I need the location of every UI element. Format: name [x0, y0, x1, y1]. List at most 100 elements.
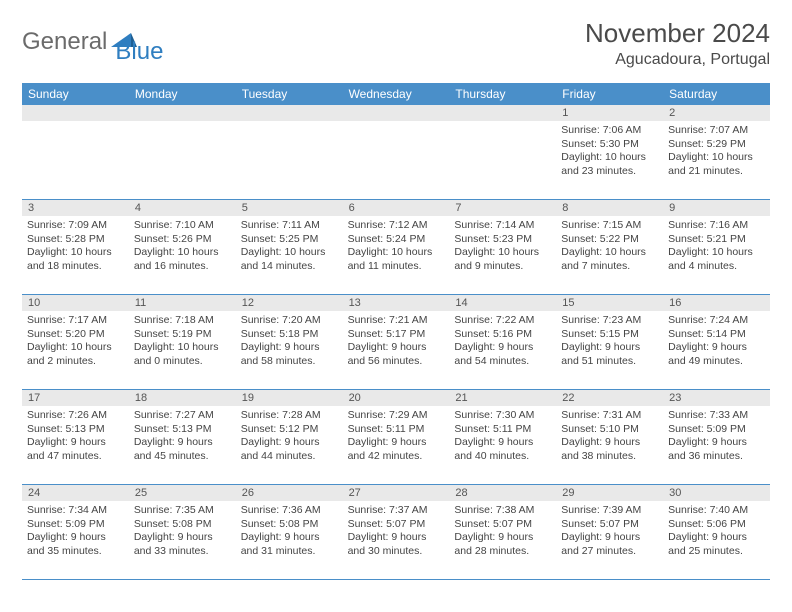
day-number: [129, 105, 236, 121]
week-row: Sunrise: 7:26 AMSunset: 5:13 PMDaylight:…: [22, 406, 770, 485]
sunrise-text: Sunrise: 7:39 AM: [561, 504, 658, 518]
day-number: 13: [343, 295, 450, 311]
logo-text-blue: Blue: [115, 38, 163, 66]
sunset-text: Sunset: 5:10 PM: [561, 423, 658, 437]
daylight-text: Daylight: 9 hours and 35 minutes.: [27, 531, 124, 558]
day-number: 17: [22, 390, 129, 406]
sunset-text: Sunset: 5:23 PM: [454, 233, 551, 247]
sunset-text: Sunset: 5:13 PM: [134, 423, 231, 437]
sunrise-text: Sunrise: 7:12 AM: [348, 219, 445, 233]
sunset-text: Sunset: 5:18 PM: [241, 328, 338, 342]
day-number: 30: [663, 485, 770, 501]
sunrise-text: Sunrise: 7:10 AM: [134, 219, 231, 233]
day-number: 27: [343, 485, 450, 501]
sunset-text: Sunset: 5:07 PM: [454, 518, 551, 532]
daylight-text: Daylight: 9 hours and 38 minutes.: [561, 436, 658, 463]
sunrise-text: Sunrise: 7:26 AM: [27, 409, 124, 423]
day-of-week-header: Saturday: [663, 83, 770, 105]
day-cell: Sunrise: 7:36 AMSunset: 5:08 PMDaylight:…: [236, 501, 343, 579]
day-number: 15: [556, 295, 663, 311]
daylight-text: Daylight: 10 hours and 7 minutes.: [561, 246, 658, 273]
day-number: 24: [22, 485, 129, 501]
week-row: Sunrise: 7:34 AMSunset: 5:09 PMDaylight:…: [22, 501, 770, 580]
logo-text-general: General: [22, 28, 107, 56]
day-cell: Sunrise: 7:21 AMSunset: 5:17 PMDaylight:…: [343, 311, 450, 389]
sunset-text: Sunset: 5:08 PM: [134, 518, 231, 532]
day-number: [22, 105, 129, 121]
weeks-container: 12Sunrise: 7:06 AMSunset: 5:30 PMDayligh…: [22, 105, 770, 580]
sunrise-text: Sunrise: 7:35 AM: [134, 504, 231, 518]
day-number: 28: [449, 485, 556, 501]
sunset-text: Sunset: 5:09 PM: [27, 518, 124, 532]
day-cell: Sunrise: 7:06 AMSunset: 5:30 PMDaylight:…: [556, 121, 663, 199]
day-cell: Sunrise: 7:26 AMSunset: 5:13 PMDaylight:…: [22, 406, 129, 484]
week-number-row: 17181920212223: [22, 390, 770, 406]
sunset-text: Sunset: 5:19 PM: [134, 328, 231, 342]
empty-cell: [129, 121, 236, 199]
day-cell: Sunrise: 7:09 AMSunset: 5:28 PMDaylight:…: [22, 216, 129, 294]
sunrise-text: Sunrise: 7:16 AM: [668, 219, 765, 233]
sunset-text: Sunset: 5:12 PM: [241, 423, 338, 437]
sunset-text: Sunset: 5:09 PM: [668, 423, 765, 437]
day-cell: Sunrise: 7:39 AMSunset: 5:07 PMDaylight:…: [556, 501, 663, 579]
calendar: SundayMondayTuesdayWednesdayThursdayFrid…: [22, 83, 770, 580]
day-cell: Sunrise: 7:34 AMSunset: 5:09 PMDaylight:…: [22, 501, 129, 579]
sunset-text: Sunset: 5:25 PM: [241, 233, 338, 247]
day-number: 9: [663, 200, 770, 216]
day-cell: Sunrise: 7:40 AMSunset: 5:06 PMDaylight:…: [663, 501, 770, 579]
day-number: 8: [556, 200, 663, 216]
sunset-text: Sunset: 5:29 PM: [668, 138, 765, 152]
day-number: 2: [663, 105, 770, 121]
day-cell: Sunrise: 7:31 AMSunset: 5:10 PMDaylight:…: [556, 406, 663, 484]
day-number: 10: [22, 295, 129, 311]
day-number: 20: [343, 390, 450, 406]
empty-cell: [22, 121, 129, 199]
day-number: 25: [129, 485, 236, 501]
daylight-text: Daylight: 10 hours and 23 minutes.: [561, 151, 658, 178]
day-number: 4: [129, 200, 236, 216]
daylight-text: Daylight: 9 hours and 51 minutes.: [561, 341, 658, 368]
week-number-row: 12: [22, 105, 770, 121]
day-of-week-header: Sunday: [22, 83, 129, 105]
day-cell: Sunrise: 7:33 AMSunset: 5:09 PMDaylight:…: [663, 406, 770, 484]
day-cell: Sunrise: 7:07 AMSunset: 5:29 PMDaylight:…: [663, 121, 770, 199]
daylight-text: Daylight: 9 hours and 28 minutes.: [454, 531, 551, 558]
daylight-text: Daylight: 9 hours and 49 minutes.: [668, 341, 765, 368]
day-number: [343, 105, 450, 121]
day-number: 1: [556, 105, 663, 121]
daylight-text: Daylight: 10 hours and 4 minutes.: [668, 246, 765, 273]
day-of-week-row: SundayMondayTuesdayWednesdayThursdayFrid…: [22, 83, 770, 105]
week-number-row: 3456789: [22, 200, 770, 216]
sunrise-text: Sunrise: 7:22 AM: [454, 314, 551, 328]
sunset-text: Sunset: 5:20 PM: [27, 328, 124, 342]
day-cell: Sunrise: 7:16 AMSunset: 5:21 PMDaylight:…: [663, 216, 770, 294]
day-number: 6: [343, 200, 450, 216]
sunset-text: Sunset: 5:13 PM: [27, 423, 124, 437]
sunset-text: Sunset: 5:30 PM: [561, 138, 658, 152]
day-cell: Sunrise: 7:17 AMSunset: 5:20 PMDaylight:…: [22, 311, 129, 389]
week-row: Sunrise: 7:06 AMSunset: 5:30 PMDaylight:…: [22, 121, 770, 200]
day-number: 3: [22, 200, 129, 216]
sunrise-text: Sunrise: 7:24 AM: [668, 314, 765, 328]
sunrise-text: Sunrise: 7:14 AM: [454, 219, 551, 233]
daylight-text: Daylight: 10 hours and 14 minutes.: [241, 246, 338, 273]
day-number: 11: [129, 295, 236, 311]
sunrise-text: Sunrise: 7:21 AM: [348, 314, 445, 328]
daylight-text: Daylight: 10 hours and 0 minutes.: [134, 341, 231, 368]
day-cell: Sunrise: 7:18 AMSunset: 5:19 PMDaylight:…: [129, 311, 236, 389]
day-cell: Sunrise: 7:15 AMSunset: 5:22 PMDaylight:…: [556, 216, 663, 294]
daylight-text: Daylight: 10 hours and 9 minutes.: [454, 246, 551, 273]
sunrise-text: Sunrise: 7:18 AM: [134, 314, 231, 328]
sunset-text: Sunset: 5:26 PM: [134, 233, 231, 247]
day-number: 29: [556, 485, 663, 501]
sunset-text: Sunset: 5:15 PM: [561, 328, 658, 342]
sunset-text: Sunset: 5:07 PM: [348, 518, 445, 532]
week-row: Sunrise: 7:17 AMSunset: 5:20 PMDaylight:…: [22, 311, 770, 390]
day-number: 12: [236, 295, 343, 311]
daylight-text: Daylight: 9 hours and 56 minutes.: [348, 341, 445, 368]
page-title: November 2024: [585, 18, 770, 49]
day-cell: Sunrise: 7:10 AMSunset: 5:26 PMDaylight:…: [129, 216, 236, 294]
daylight-text: Daylight: 9 hours and 42 minutes.: [348, 436, 445, 463]
daylight-text: Daylight: 9 hours and 33 minutes.: [134, 531, 231, 558]
day-cell: Sunrise: 7:24 AMSunset: 5:14 PMDaylight:…: [663, 311, 770, 389]
